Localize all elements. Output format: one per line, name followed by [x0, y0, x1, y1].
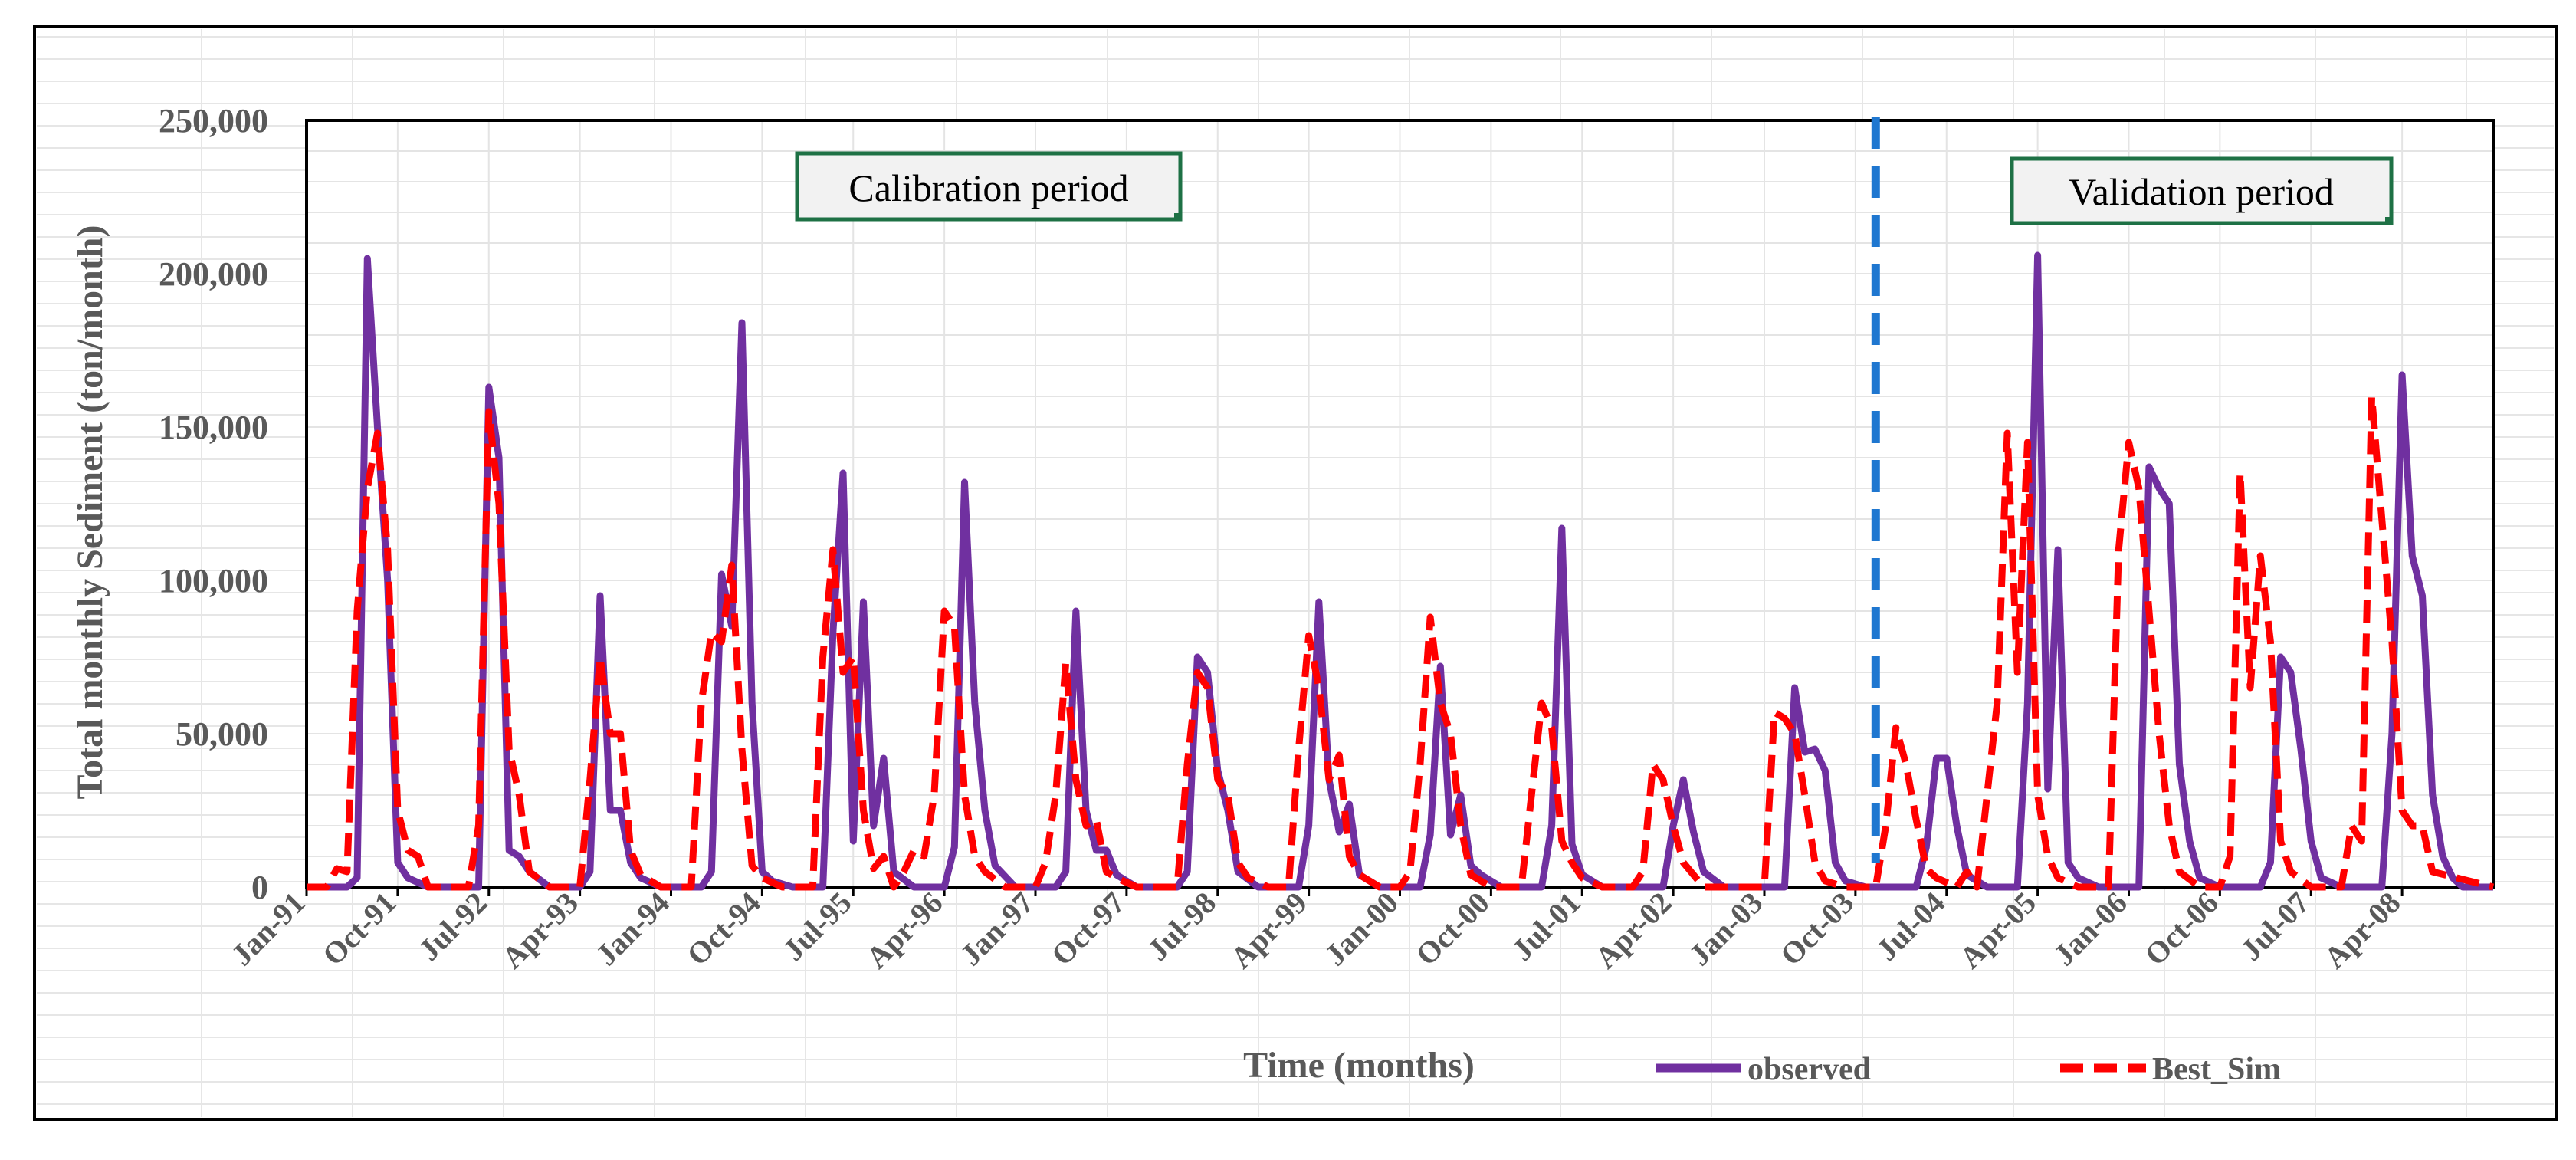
y-axis-ticks: 0 50,000 100,000 150,000 200,000 250,000	[159, 102, 268, 906]
y-tick-label: 100,000	[159, 562, 268, 600]
validation-annotation-box	[2010, 156, 2394, 225]
legend-observed-label: observed	[1747, 1052, 1871, 1087]
y-tick-label: 150,000	[159, 409, 268, 446]
calibration-annotation: Calibration period	[795, 151, 1183, 222]
series-line-observed	[307, 251, 2493, 891]
series-layer	[307, 251, 2495, 891]
calibration-annotation-box	[795, 151, 1183, 222]
y-tick-label: 250,000	[159, 102, 268, 140]
x-axis-title: Time (months)	[1243, 1045, 1475, 1086]
y-tick-label: 50,000	[176, 715, 268, 753]
y-tick-label: 0	[251, 869, 268, 906]
plot-gridlines	[306, 120, 2493, 888]
calibration-annotation-label: Calibration period	[848, 166, 1128, 209]
legend: observed Best_Sim	[1656, 1052, 2281, 1087]
validation-annotation-label: Validation period	[2069, 170, 2334, 213]
validation-annotation-handle	[2385, 217, 2393, 225]
y-tick-label: 200,000	[159, 255, 268, 293]
validation-annotation: Validation period	[2010, 156, 2394, 225]
y-axis-title: Total monthly Sediment (ton/month)	[70, 225, 110, 800]
legend-bestsim-label: Best_Sim	[2152, 1052, 2281, 1087]
calibration-annotation-handle	[1174, 213, 1182, 221]
series-line-best-sim	[307, 393, 2495, 891]
